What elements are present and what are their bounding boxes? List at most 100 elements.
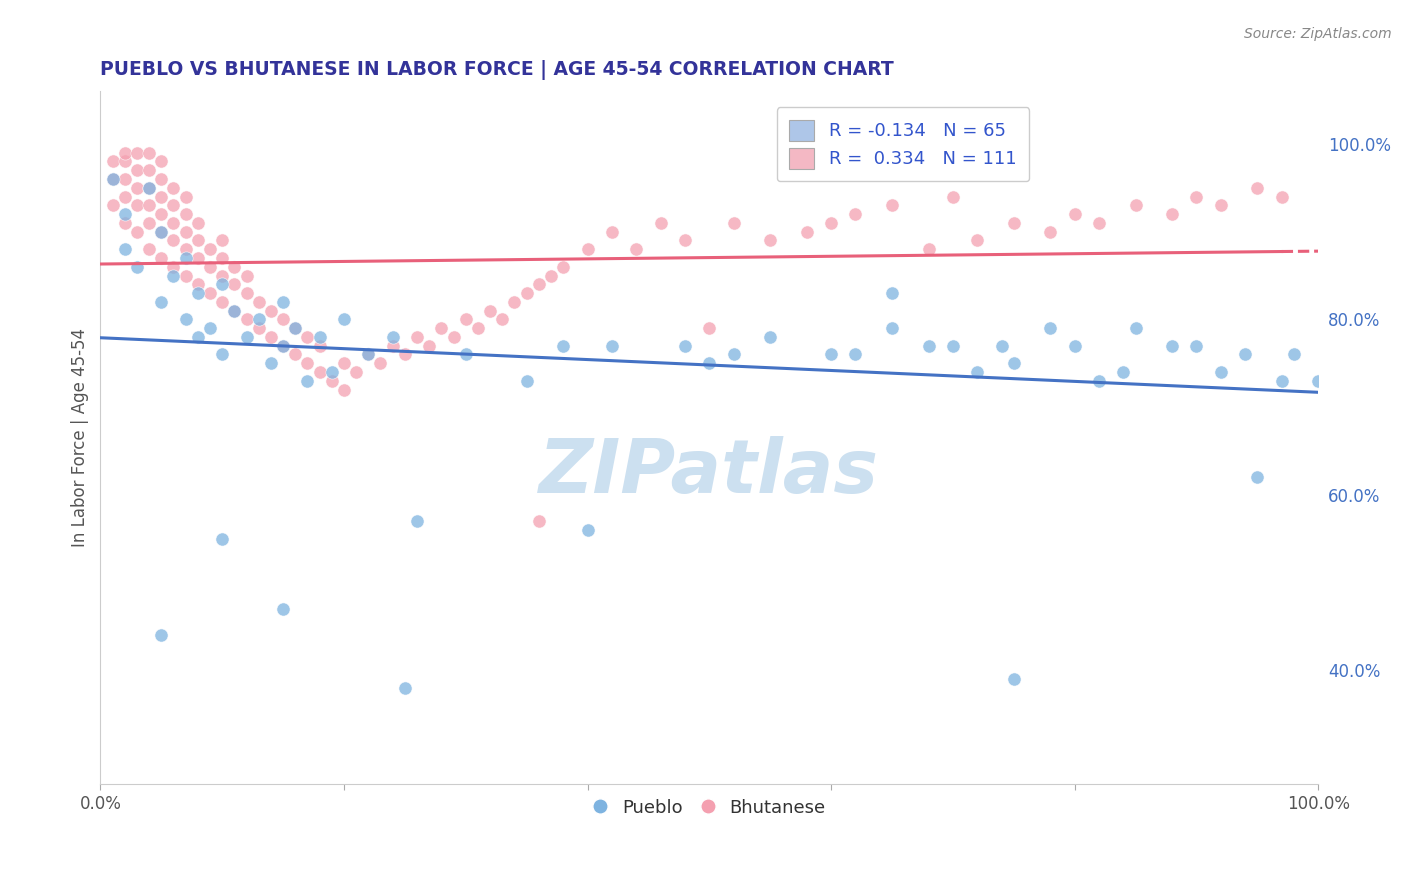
Point bbox=[321, 365, 343, 379]
Legend: Pueblo, Bhutanese: Pueblo, Bhutanese bbox=[586, 791, 832, 824]
Point bbox=[198, 242, 221, 256]
Point bbox=[297, 374, 319, 388]
Point bbox=[406, 330, 429, 344]
Point bbox=[114, 172, 136, 186]
Point bbox=[271, 294, 294, 309]
Point bbox=[235, 312, 257, 326]
Point bbox=[1185, 339, 1208, 353]
Point bbox=[820, 216, 842, 230]
Point bbox=[125, 260, 148, 274]
Point bbox=[271, 602, 294, 616]
Text: Source: ZipAtlas.com: Source: ZipAtlas.com bbox=[1244, 27, 1392, 41]
Point bbox=[333, 356, 356, 370]
Point bbox=[553, 260, 575, 274]
Point bbox=[381, 330, 404, 344]
Point bbox=[211, 532, 233, 546]
Point bbox=[308, 330, 330, 344]
Point bbox=[491, 312, 513, 326]
Point bbox=[418, 339, 440, 353]
Point bbox=[723, 347, 745, 361]
Point bbox=[1234, 347, 1257, 361]
Point bbox=[114, 207, 136, 221]
Point bbox=[454, 312, 477, 326]
Point bbox=[576, 523, 599, 537]
Point bbox=[198, 286, 221, 301]
Point bbox=[271, 312, 294, 326]
Point bbox=[966, 365, 988, 379]
Point bbox=[211, 251, 233, 265]
Point bbox=[966, 234, 988, 248]
Point bbox=[650, 216, 672, 230]
Point bbox=[308, 339, 330, 353]
Point bbox=[297, 356, 319, 370]
Point bbox=[844, 207, 866, 221]
Point bbox=[917, 339, 939, 353]
Point bbox=[150, 225, 173, 239]
Point bbox=[174, 225, 197, 239]
Point bbox=[101, 198, 124, 212]
Point bbox=[271, 339, 294, 353]
Point bbox=[114, 216, 136, 230]
Y-axis label: In Labor Force | Age 45-54: In Labor Force | Age 45-54 bbox=[72, 328, 89, 548]
Point bbox=[600, 225, 623, 239]
Point bbox=[394, 347, 416, 361]
Point bbox=[211, 294, 233, 309]
Point bbox=[211, 347, 233, 361]
Point bbox=[1246, 181, 1268, 195]
Point bbox=[114, 189, 136, 203]
Point bbox=[260, 356, 283, 370]
Point bbox=[406, 514, 429, 528]
Point bbox=[284, 347, 307, 361]
Point bbox=[1246, 470, 1268, 484]
Point bbox=[198, 260, 221, 274]
Point bbox=[150, 172, 173, 186]
Point bbox=[174, 268, 197, 283]
Point bbox=[990, 339, 1012, 353]
Point bbox=[174, 242, 197, 256]
Point bbox=[844, 347, 866, 361]
Point bbox=[138, 145, 160, 160]
Point bbox=[247, 321, 270, 335]
Point bbox=[174, 312, 197, 326]
Point bbox=[235, 286, 257, 301]
Point bbox=[308, 365, 330, 379]
Point bbox=[150, 189, 173, 203]
Point bbox=[174, 251, 197, 265]
Point bbox=[820, 347, 842, 361]
Point bbox=[1209, 198, 1232, 212]
Point bbox=[576, 242, 599, 256]
Point bbox=[224, 277, 246, 292]
Point bbox=[260, 303, 283, 318]
Point bbox=[443, 330, 465, 344]
Point bbox=[235, 268, 257, 283]
Point bbox=[138, 216, 160, 230]
Point bbox=[321, 374, 343, 388]
Point bbox=[880, 286, 903, 301]
Point bbox=[1002, 356, 1025, 370]
Point bbox=[370, 356, 392, 370]
Point bbox=[942, 189, 965, 203]
Point bbox=[162, 234, 184, 248]
Point bbox=[247, 294, 270, 309]
Point bbox=[697, 356, 720, 370]
Point bbox=[1125, 321, 1147, 335]
Point bbox=[697, 321, 720, 335]
Point bbox=[162, 268, 184, 283]
Point bbox=[381, 339, 404, 353]
Point bbox=[162, 260, 184, 274]
Point bbox=[284, 321, 307, 335]
Point bbox=[150, 294, 173, 309]
Point bbox=[101, 154, 124, 169]
Point bbox=[1271, 374, 1294, 388]
Point bbox=[162, 216, 184, 230]
Point bbox=[211, 277, 233, 292]
Point bbox=[125, 163, 148, 178]
Point bbox=[1125, 198, 1147, 212]
Point bbox=[297, 330, 319, 344]
Point bbox=[357, 347, 380, 361]
Point bbox=[344, 365, 367, 379]
Point bbox=[187, 251, 209, 265]
Point bbox=[138, 163, 160, 178]
Point bbox=[1002, 216, 1025, 230]
Point bbox=[224, 303, 246, 318]
